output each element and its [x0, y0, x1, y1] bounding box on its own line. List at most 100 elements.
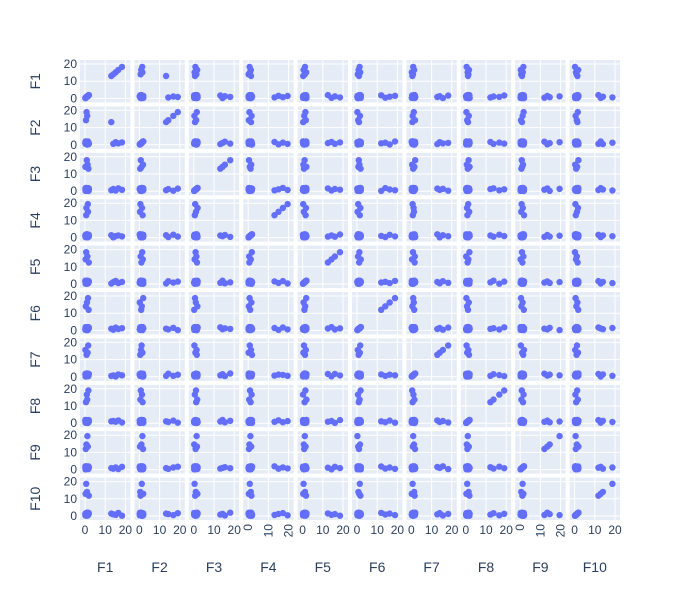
data-point	[386, 299, 393, 306]
data-point	[108, 510, 115, 517]
cell-F1-vs-F4	[243, 60, 294, 103]
data-point	[496, 280, 503, 287]
data-point	[284, 326, 291, 333]
data-point	[490, 277, 497, 284]
data-point	[386, 141, 393, 148]
data-point	[300, 279, 307, 287]
data-point	[439, 232, 447, 239]
data-point	[303, 294, 310, 302]
data-point	[336, 416, 344, 424]
data-point	[227, 157, 234, 164]
data-point	[571, 249, 579, 256]
data-point	[501, 278, 508, 285]
data-point	[247, 432, 254, 440]
data-point	[501, 324, 508, 331]
data-point	[118, 139, 126, 146]
data-point	[519, 279, 526, 287]
data-point	[517, 294, 525, 302]
cell-F8-vs-F3	[188, 384, 240, 428]
data-point	[546, 139, 553, 147]
data-point	[464, 432, 471, 440]
data-point	[170, 112, 177, 120]
data-point	[139, 249, 146, 256]
data-point	[136, 299, 143, 306]
data-point	[227, 465, 234, 472]
data-point	[463, 342, 470, 349]
data-point	[356, 372, 363, 379]
cell-F7-vs-F2	[134, 338, 185, 381]
cell-F2-vs-F8	[460, 106, 512, 149]
cell-F5-vs-F6	[352, 245, 403, 288]
cell-F5-vs-F2	[134, 245, 185, 288]
data-point	[247, 72, 255, 80]
data-point	[191, 233, 198, 240]
data-point	[546, 187, 553, 195]
data-point	[248, 249, 255, 256]
data-point	[386, 93, 393, 100]
data-point	[165, 278, 172, 285]
data-point	[140, 294, 147, 302]
data-point	[518, 249, 526, 256]
data-point	[572, 278, 579, 286]
data-point	[355, 157, 362, 164]
data-point	[227, 93, 234, 101]
data-point	[284, 512, 291, 519]
data-point	[138, 94, 145, 101]
data-point	[138, 372, 145, 379]
data-point	[108, 464, 115, 472]
data-point	[300, 464, 307, 471]
data-point	[410, 432, 417, 440]
data-point	[221, 138, 229, 145]
data-point	[355, 72, 363, 80]
data-point	[445, 139, 452, 147]
data-point	[246, 464, 253, 471]
cell-F1-vs-F1	[80, 60, 131, 103]
data-point	[356, 63, 363, 71]
data-point	[556, 139, 563, 146]
data-point	[496, 187, 503, 194]
data-point	[191, 94, 198, 101]
data-point	[354, 432, 361, 440]
data-point	[574, 465, 581, 472]
data-point	[246, 294, 253, 302]
data-point	[138, 464, 145, 471]
cell-F2-vs-F5	[297, 106, 348, 149]
cell-F3-vs-F4	[243, 152, 294, 196]
data-point	[138, 233, 145, 240]
cell-F1-vs-F10	[569, 60, 620, 103]
data-point	[165, 185, 172, 193]
cell-F6-vs-F9	[515, 292, 566, 335]
data-point	[464, 72, 472, 80]
data-point	[284, 280, 291, 287]
data-point	[83, 441, 90, 448]
data-point	[556, 432, 563, 440]
data-point	[520, 108, 527, 116]
data-point	[139, 432, 146, 440]
data-point	[193, 432, 200, 440]
data-point	[519, 464, 526, 471]
data-point	[284, 92, 291, 100]
data-point	[571, 63, 579, 71]
data-point	[501, 92, 508, 99]
data-point	[609, 94, 616, 101]
data-point	[174, 108, 181, 116]
cell-F8-vs-F4	[243, 384, 294, 428]
data-point	[336, 186, 344, 193]
data-point	[284, 186, 291, 194]
data-point	[356, 418, 363, 426]
cell-F8-vs-F5	[297, 384, 348, 428]
data-point	[439, 326, 447, 333]
data-point	[300, 72, 307, 80]
cell-F6-vs-F5	[297, 292, 348, 335]
data-point	[496, 139, 503, 146]
data-point	[391, 372, 399, 379]
data-point	[519, 94, 526, 101]
cell-F2-vs-F9	[515, 106, 566, 149]
cell-F5-vs-F5	[297, 245, 348, 288]
data-point	[572, 326, 579, 334]
cell-F5-vs-F4	[243, 245, 294, 288]
data-point	[490, 396, 497, 403]
data-point	[609, 372, 616, 379]
data-point	[300, 372, 307, 379]
data-point	[409, 249, 417, 256]
